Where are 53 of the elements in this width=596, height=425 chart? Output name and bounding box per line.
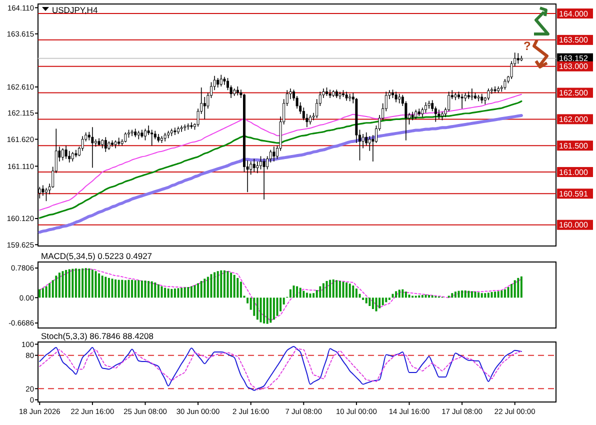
chart-title: USDJPY,H4 — [52, 5, 98, 15]
candlestick — [398, 93, 401, 104]
candlestick — [180, 125, 183, 132]
candlestick — [424, 102, 427, 114]
candlestick — [272, 146, 276, 162]
candlestick — [494, 86, 496, 94]
candlestick — [394, 91, 398, 103]
candlestick — [504, 78, 506, 90]
candlestick — [480, 93, 484, 104]
candlestick — [487, 88, 490, 101]
ref-line-label: 161.500 — [559, 141, 588, 150]
candlestick — [144, 128, 146, 141]
candlestick — [203, 96, 206, 120]
candlestick — [309, 114, 312, 125]
candlestick — [460, 93, 464, 110]
text: ? — [523, 39, 531, 54]
candlestick — [150, 129, 154, 146]
chart-title: MACD(5,34,5) 0.5223 0.4927 — [41, 251, 152, 261]
candlestick — [260, 156, 262, 170]
ref-line-label: 162.000 — [559, 114, 588, 124]
line-series — [38, 114, 523, 234]
chart-title: Stoch(5,3,3) 86.7846 88.4208 — [41, 331, 154, 341]
ref-line-label: 163.152 — [559, 54, 588, 64]
candlestick — [104, 136, 107, 152]
candlestick — [328, 89, 332, 98]
ref-line-label: 163.000 — [559, 62, 588, 72]
candlestick — [220, 74, 222, 87]
candlestick — [184, 124, 186, 132]
candlestick — [470, 88, 474, 101]
candlestick — [71, 152, 74, 162]
candlestick — [516, 52, 520, 64]
ref-line-label: 160.591 — [559, 189, 588, 198]
candlestick — [252, 158, 256, 172]
candlestick — [262, 158, 266, 200]
ref-line-label: 160.000 — [559, 220, 588, 230]
ref-line-label: 164.000 — [559, 9, 588, 18]
ref-line-label: 162.500 — [559, 88, 588, 98]
candlestick — [216, 78, 220, 88]
candlestick — [431, 100, 434, 112]
candlestick — [91, 126, 94, 168]
candlestick — [64, 145, 68, 160]
candlestick — [62, 148, 64, 161]
candlestick — [414, 109, 418, 120]
candlestick — [124, 132, 127, 143]
ref-line-label: 161.000 — [559, 168, 588, 177]
candlestick — [362, 134, 364, 149]
line-series — [39, 268, 522, 321]
candlestick — [365, 132, 368, 146]
candlestick — [438, 109, 440, 120]
ref-line-label: 163.500 — [559, 36, 588, 45]
candlestick — [174, 127, 176, 136]
candlestick — [316, 98, 318, 119]
candlestick — [45, 187, 48, 202]
